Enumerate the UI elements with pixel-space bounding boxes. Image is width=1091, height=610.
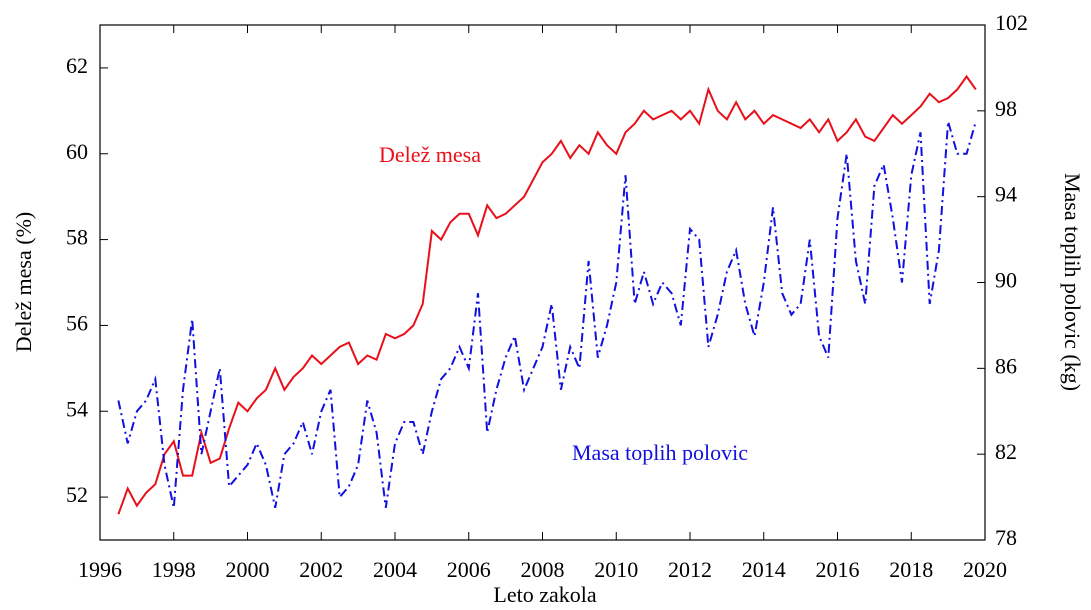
plot-frame [99, 24, 986, 541]
y2-tick-label: 90 [995, 268, 1017, 293]
x-tick-label: 2008 [521, 557, 565, 582]
y2-tick-label: 102 [995, 10, 1028, 35]
series-line [117, 121, 977, 509]
annotation: Delež mesa [379, 142, 481, 167]
x-tick-label: 1996 [78, 557, 122, 582]
y2-tick-label: 78 [995, 525, 1017, 550]
y2-tick-label: 86 [995, 353, 1017, 378]
x-tick-label: 1998 [152, 557, 196, 582]
y2-tick-label: 82 [995, 439, 1017, 464]
x-tick-label: 2016 [816, 557, 860, 582]
y-axis-label: Delež mesa (%) [11, 212, 36, 352]
x-tick-label: 2012 [668, 557, 712, 582]
y2-tick-label: 98 [995, 96, 1017, 121]
y-tick-label: 56 [66, 310, 88, 335]
y2-tick-label: 94 [995, 182, 1017, 207]
y-tick-label: 60 [66, 139, 88, 164]
x-tick-label: 2010 [594, 557, 638, 582]
y2-axis-label: Masa toplih polovic (kg) [1060, 173, 1085, 391]
x-tick-label: 2014 [742, 557, 786, 582]
annotation: Masa toplih polovic [572, 440, 748, 465]
y-tick-label: 62 [66, 53, 88, 78]
x-axis-label: Leto zakola [493, 582, 596, 607]
y-tick-label: 58 [66, 225, 88, 250]
x-tick-label: 2002 [299, 557, 343, 582]
x-tick-label: 2018 [889, 557, 933, 582]
x-tick-label: 2006 [447, 557, 491, 582]
x-tick-label: 2020 [963, 557, 1007, 582]
y-tick-label: 54 [66, 396, 88, 421]
x-tick-label: 2000 [226, 557, 270, 582]
x-tick-label: 2004 [373, 557, 417, 582]
series-line [117, 74, 977, 515]
y-tick-label: 52 [66, 482, 88, 507]
